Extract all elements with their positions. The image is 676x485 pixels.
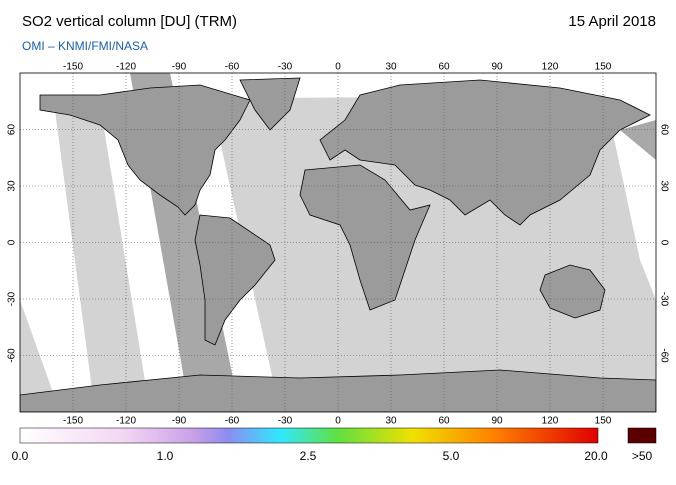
lat-tick-label: -60: [658, 348, 669, 363]
lon-tick-label: 60: [438, 416, 450, 427]
lon-tick-label: -30: [278, 416, 293, 427]
lon-tick-label: -30: [278, 62, 293, 73]
colorbar: [19, 427, 599, 444]
map: [20, 73, 656, 412]
colorbar-over-label: >50: [632, 449, 653, 463]
title: SO2 vertical column [DU] (TRM): [22, 13, 237, 30]
lat-tick-label: -30: [7, 291, 18, 306]
lon-tick-label: -120: [116, 416, 136, 427]
lat-tick-label: 0: [7, 239, 18, 245]
lon-tick-label: 90: [491, 62, 503, 73]
lat-tick-label: -60: [7, 348, 18, 363]
lon-tick-label: 60: [438, 62, 450, 73]
colorbar-label: 5.0: [443, 449, 460, 463]
lon-tick-label: 90: [491, 416, 503, 427]
lon-tick-label: 120: [542, 62, 559, 73]
lon-tick-label: 0: [335, 416, 341, 427]
lon-tick-label: 0: [335, 62, 341, 73]
continents: [20, 77, 656, 412]
lon-tick-label: 150: [595, 416, 612, 427]
date: 15 April 2018: [568, 13, 656, 30]
lon-tick-label: 150: [595, 62, 612, 73]
colorbar-over: [627, 427, 657, 444]
lat-tick-label: 0: [658, 240, 669, 246]
lon-tick-label: -150: [63, 62, 83, 73]
lat-tick-label: 30: [7, 180, 18, 192]
source: OMI – KNMI/FMI/NASA: [22, 39, 148, 53]
colorbar-label: 0.0: [12, 449, 29, 463]
lat-tick-label: 60: [7, 124, 18, 136]
lon-tick-label: -60: [225, 62, 240, 73]
colorbar-label: 20.0: [584, 449, 608, 463]
lon-tick-label: -150: [63, 416, 83, 427]
lat-tick-label: 30: [658, 180, 669, 192]
lat-tick-label: -30: [658, 292, 669, 307]
map-frame: [19, 72, 657, 413]
lon-tick-label: 30: [385, 416, 397, 427]
lon-tick-label: 30: [385, 62, 397, 73]
lon-tick-label: -60: [225, 416, 240, 427]
lon-tick-label: 120: [542, 416, 559, 427]
colorbar-label: 2.5: [300, 449, 317, 463]
lon-tick-label: -90: [172, 416, 187, 427]
lon-tick-label: -90: [172, 62, 187, 73]
colorbar-label: 1.0: [157, 449, 174, 463]
lat-tick-label: 60: [658, 124, 669, 136]
lon-tick-label: -120: [116, 62, 136, 73]
